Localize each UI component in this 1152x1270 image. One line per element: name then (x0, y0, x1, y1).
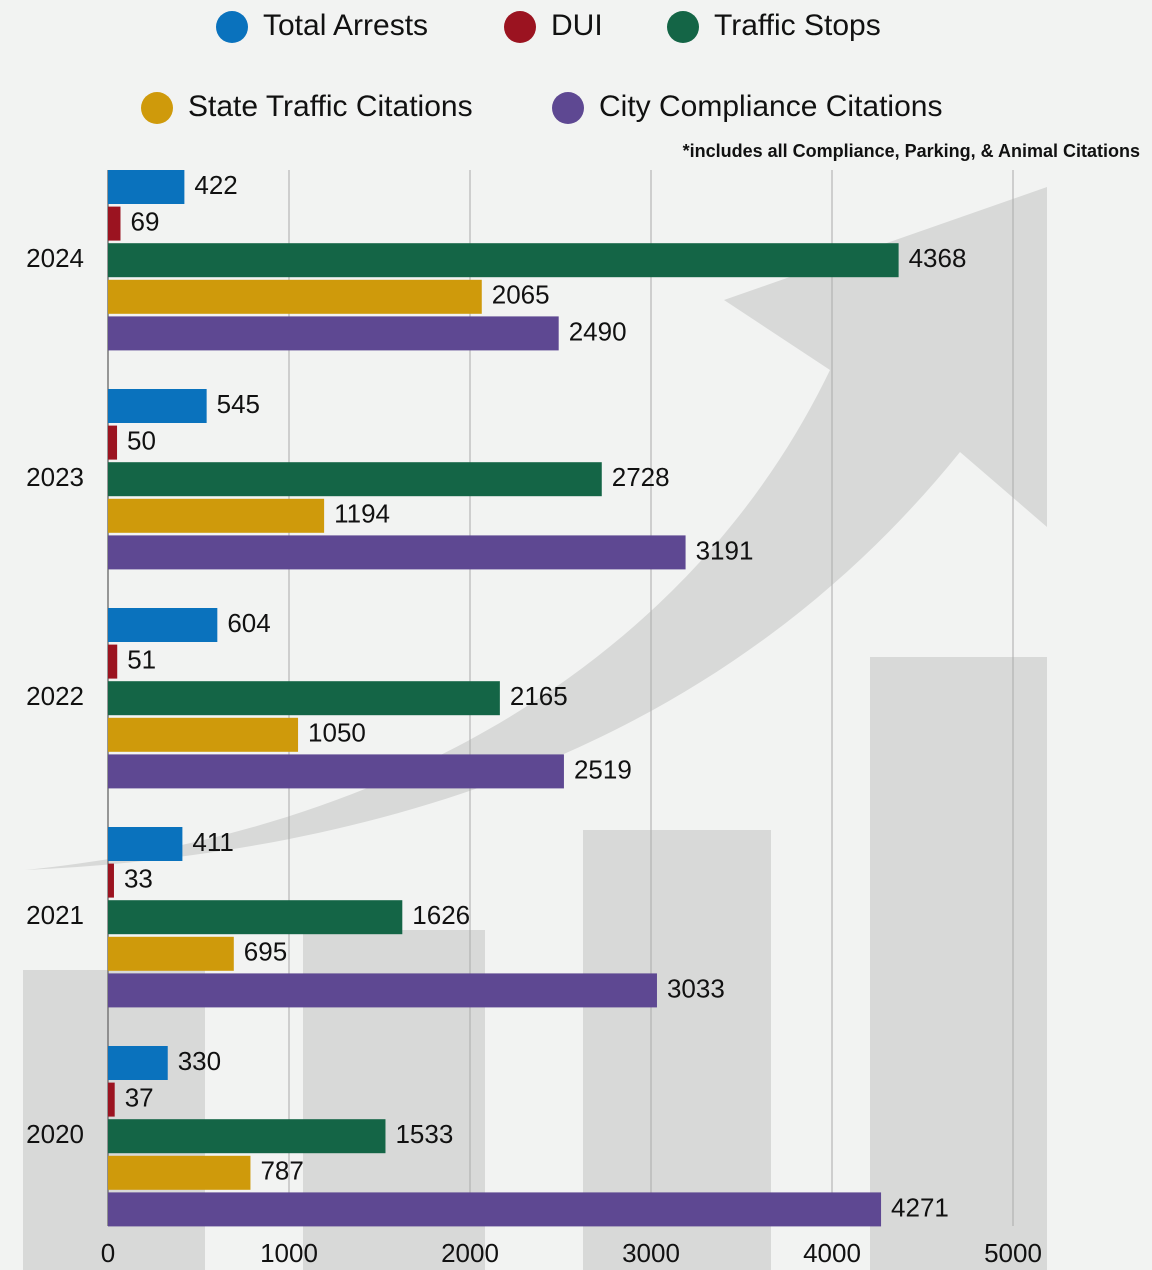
bar (108, 681, 500, 716)
legend-label: Traffic Stops (714, 9, 881, 42)
bar (108, 535, 686, 570)
value-label: 3191 (696, 535, 754, 565)
y-tick-label: 2024 (26, 243, 84, 273)
legend-label: City Compliance Citations (599, 90, 942, 123)
y-tick-label: 2022 (26, 681, 84, 711)
legend-label: DUI (551, 9, 603, 42)
value-label: 2165 (510, 681, 568, 711)
bar (108, 1119, 386, 1154)
bar (108, 243, 899, 278)
value-label: 411 (192, 827, 233, 857)
value-label: 37 (125, 1082, 154, 1112)
legend-marker (504, 11, 536, 43)
y-tick-label: 2021 (26, 900, 84, 930)
value-label: 2065 (492, 280, 550, 310)
y-tick-label: 2023 (26, 462, 84, 492)
bar (108, 754, 564, 789)
x-tick-label: 0 (101, 1238, 115, 1268)
bar (108, 389, 207, 423)
value-label: 50 (127, 425, 156, 455)
bar (108, 425, 118, 460)
y-tick-label: 2020 (26, 1119, 84, 1149)
value-label: 545 (217, 389, 260, 419)
bar (108, 170, 185, 204)
bar (108, 900, 403, 935)
legend-label: State Traffic Citations (188, 90, 473, 123)
legend-label: Total Arrests (263, 9, 428, 42)
value-label: 33 (124, 863, 153, 893)
bar (108, 1082, 115, 1117)
bar (108, 316, 559, 351)
value-label: 4271 (891, 1192, 949, 1222)
bar (108, 608, 218, 642)
x-tick-label: 2000 (441, 1238, 499, 1268)
value-label: 695 (244, 937, 287, 967)
legend-marker (552, 92, 584, 124)
value-label: 787 (260, 1156, 303, 1186)
value-label: 1533 (395, 1119, 453, 1149)
legend-marker (216, 11, 248, 43)
legend-marker (667, 11, 699, 43)
bar (108, 1046, 168, 1080)
value-label: 2728 (612, 462, 670, 492)
value-label: 2519 (574, 754, 632, 784)
bar (108, 279, 482, 314)
value-label: 51 (127, 644, 156, 674)
value-label: 4368 (909, 243, 967, 273)
bar (108, 498, 325, 533)
value-label: 1194 (334, 499, 390, 529)
bar (108, 1192, 882, 1227)
bar (108, 717, 299, 752)
bar (108, 973, 657, 1008)
value-label: 604 (227, 608, 270, 638)
x-tick-label: 5000 (984, 1238, 1042, 1268)
value-label: 1626 (412, 900, 470, 930)
footnote: *includes all Compliance, Parking, & Ani… (683, 141, 1140, 161)
value-label: 2490 (569, 316, 627, 346)
bar (108, 462, 602, 497)
bar (108, 863, 114, 898)
x-tick-label: 4000 (803, 1238, 861, 1268)
x-tick-label: 3000 (622, 1238, 680, 1268)
bar (108, 827, 183, 861)
bar (108, 936, 234, 971)
value-label: 330 (178, 1046, 221, 1076)
legend-marker (141, 92, 173, 124)
value-label: 69 (130, 206, 159, 236)
bar (108, 644, 118, 679)
x-tick-label: 1000 (260, 1238, 318, 1268)
value-label: 422 (194, 170, 237, 200)
value-label: 1050 (308, 718, 366, 748)
bar (108, 1155, 251, 1190)
value-label: 3033 (667, 973, 725, 1003)
bar (108, 206, 121, 241)
